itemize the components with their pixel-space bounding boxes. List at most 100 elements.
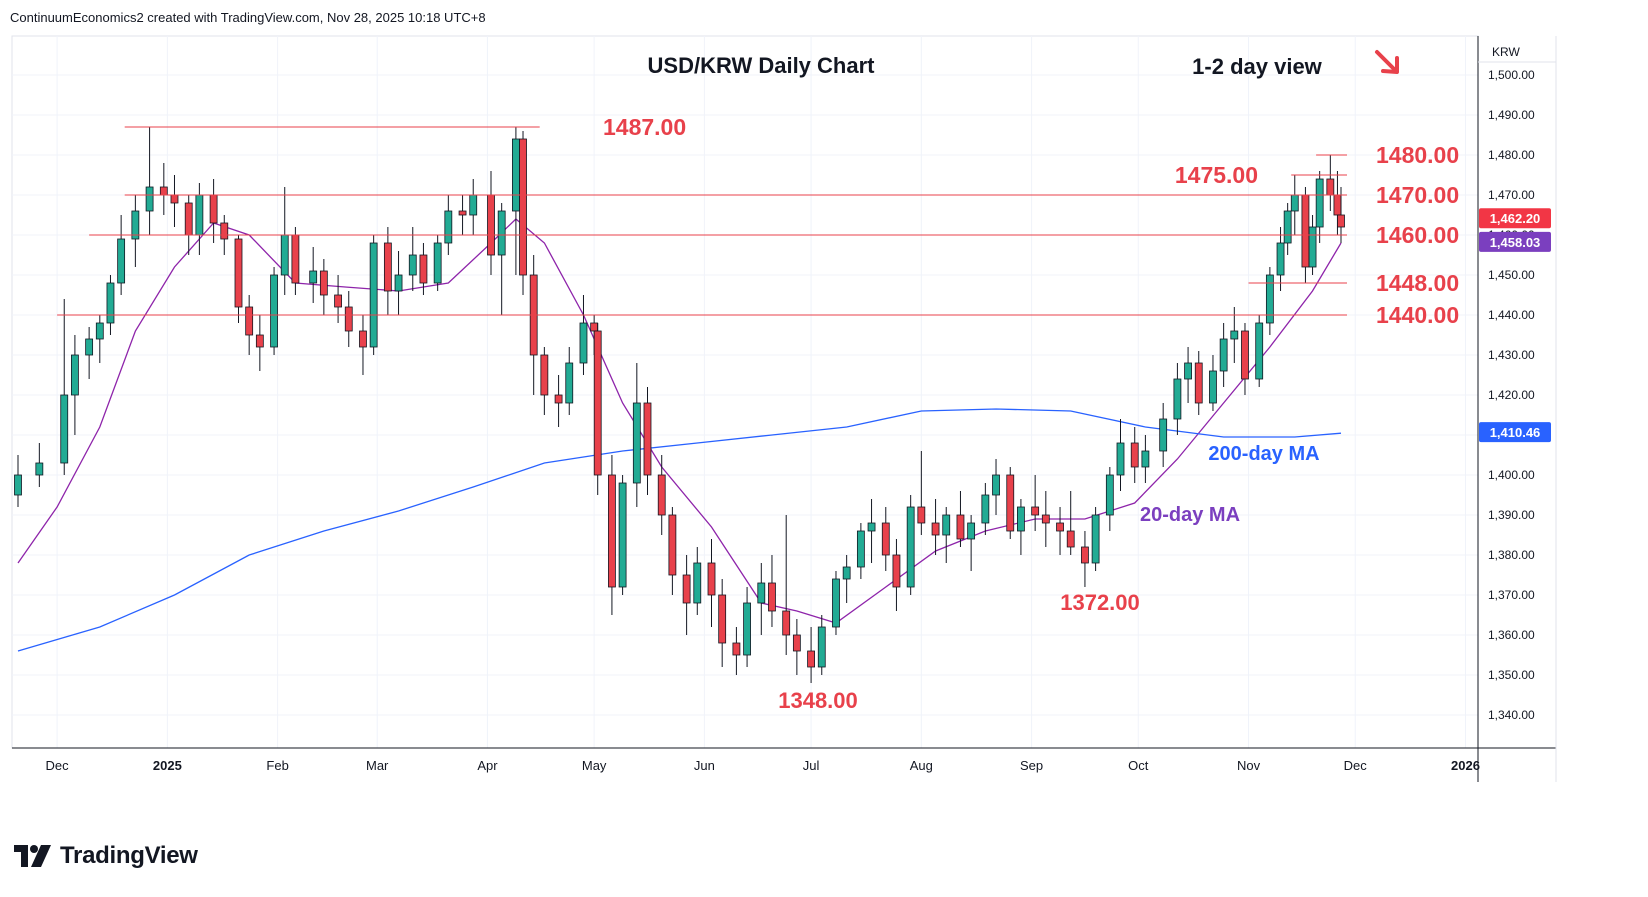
annotation-label: 1348.00 bbox=[778, 688, 858, 713]
annotation-label: 200-day MA bbox=[1208, 443, 1319, 465]
candle-down bbox=[319, 259, 328, 315]
candle-body bbox=[117, 238, 126, 284]
y-tick-label: 1,400.00 bbox=[1488, 468, 1535, 482]
candle-up bbox=[1091, 507, 1100, 571]
candle-body bbox=[1116, 442, 1125, 476]
candle-up bbox=[270, 267, 278, 355]
price-badge-bg bbox=[1479, 422, 1551, 443]
y-tick-label: 1,340.00 bbox=[1488, 708, 1535, 722]
candle-body bbox=[1301, 194, 1310, 268]
candle-body bbox=[487, 194, 495, 256]
candle-down bbox=[1006, 467, 1015, 539]
candle-body bbox=[369, 242, 378, 348]
x-tick-label: 2025 bbox=[153, 758, 182, 773]
candle-body bbox=[60, 394, 69, 464]
candle-up bbox=[579, 295, 588, 375]
candle-body bbox=[309, 270, 318, 284]
candle-body bbox=[245, 306, 254, 336]
candle-body bbox=[643, 402, 652, 476]
moving-average-lines bbox=[17, 218, 1342, 652]
candle-body bbox=[757, 582, 766, 604]
candle-body bbox=[892, 554, 901, 588]
candle-body bbox=[408, 254, 417, 276]
y-tick-label: 1,390.00 bbox=[1488, 508, 1535, 522]
candle-down bbox=[209, 179, 218, 243]
candle-down bbox=[768, 555, 776, 627]
chart-labels: 1487.00 1480.00 1475.00 1470.00 1460.00 1448.… bbox=[603, 50, 1459, 713]
candle-body bbox=[394, 274, 403, 292]
candle-body bbox=[1159, 418, 1168, 452]
tradingview-logo[interactable]: TradingView bbox=[14, 842, 198, 870]
candle-body bbox=[981, 494, 990, 524]
candle-body bbox=[842, 566, 851, 580]
candle-down bbox=[1194, 351, 1203, 415]
candle-down bbox=[334, 275, 342, 323]
candle-body bbox=[1081, 546, 1089, 564]
candle-down bbox=[245, 295, 254, 355]
candle-up bbox=[1308, 215, 1317, 275]
candle-body bbox=[942, 514, 951, 536]
candle-body bbox=[512, 138, 520, 212]
candle-body bbox=[359, 330, 367, 348]
candle-body bbox=[1066, 530, 1075, 548]
candle-down bbox=[917, 451, 926, 535]
candle-body bbox=[1255, 322, 1264, 380]
candle-down bbox=[291, 227, 300, 295]
candle-up bbox=[693, 547, 702, 615]
candle-body bbox=[956, 514, 965, 540]
candle-up bbox=[433, 235, 442, 291]
candle-body bbox=[1056, 522, 1064, 532]
y-tick-label: 1,370.00 bbox=[1488, 588, 1535, 602]
level-label: 1470.00 bbox=[1376, 182, 1459, 208]
level-label: 1460.00 bbox=[1376, 222, 1459, 248]
candle-body bbox=[159, 186, 168, 196]
candle-up bbox=[842, 555, 851, 603]
candle-down bbox=[1031, 475, 1040, 531]
candle-up bbox=[565, 347, 574, 415]
price-badge-label: 1,462.20 bbox=[1490, 211, 1541, 226]
horizontal-levels bbox=[57, 126, 1347, 316]
candle-body bbox=[519, 138, 527, 276]
chart-attribution: ContinuumEconomics2 created with Trading… bbox=[10, 10, 486, 25]
x-tick-label: Oct bbox=[1128, 758, 1149, 773]
candle-body bbox=[131, 210, 140, 240]
candle-down bbox=[359, 315, 367, 375]
candle-body bbox=[458, 210, 467, 216]
candle-up bbox=[867, 499, 876, 563]
candle-body bbox=[1337, 214, 1345, 228]
candle-down bbox=[159, 163, 168, 215]
y-tick-label: 1,490.00 bbox=[1488, 108, 1535, 122]
candle-body bbox=[319, 270, 328, 296]
candle-body bbox=[1091, 514, 1100, 564]
candle-body bbox=[469, 194, 478, 216]
chart-axes: 1,340.00 1,350.00 1,360.00 1,370.00 1,380.00… bbox=[12, 36, 1557, 782]
candle-body bbox=[1315, 178, 1324, 228]
candle-body bbox=[255, 334, 264, 348]
candle-up bbox=[85, 327, 94, 379]
x-tick-label: Jun bbox=[694, 758, 715, 773]
candle-body bbox=[1308, 226, 1317, 268]
candle-body bbox=[906, 506, 915, 588]
candle-body bbox=[1105, 474, 1114, 516]
candle-body bbox=[618, 482, 627, 588]
x-tick-label: Feb bbox=[266, 758, 288, 773]
x-tick-label: Jul bbox=[803, 758, 820, 773]
candle-up bbox=[1230, 307, 1239, 363]
candle-down bbox=[807, 627, 815, 683]
candle-down bbox=[255, 315, 264, 371]
candle-body bbox=[782, 610, 791, 636]
candle-down bbox=[956, 491, 965, 547]
candle-body bbox=[807, 650, 815, 668]
level-label: 1448.00 bbox=[1376, 270, 1459, 296]
annotation-label: 1372.00 bbox=[1060, 590, 1140, 615]
x-tick-label: Apr bbox=[477, 758, 498, 773]
candle-up bbox=[906, 495, 915, 595]
candle-up bbox=[369, 235, 378, 355]
candle-down bbox=[184, 195, 193, 255]
candle-body bbox=[106, 282, 115, 324]
candle-body bbox=[184, 202, 193, 236]
x-tick-label: Dec bbox=[46, 758, 70, 773]
candle-up bbox=[1315, 171, 1324, 243]
candle-body bbox=[657, 474, 666, 516]
